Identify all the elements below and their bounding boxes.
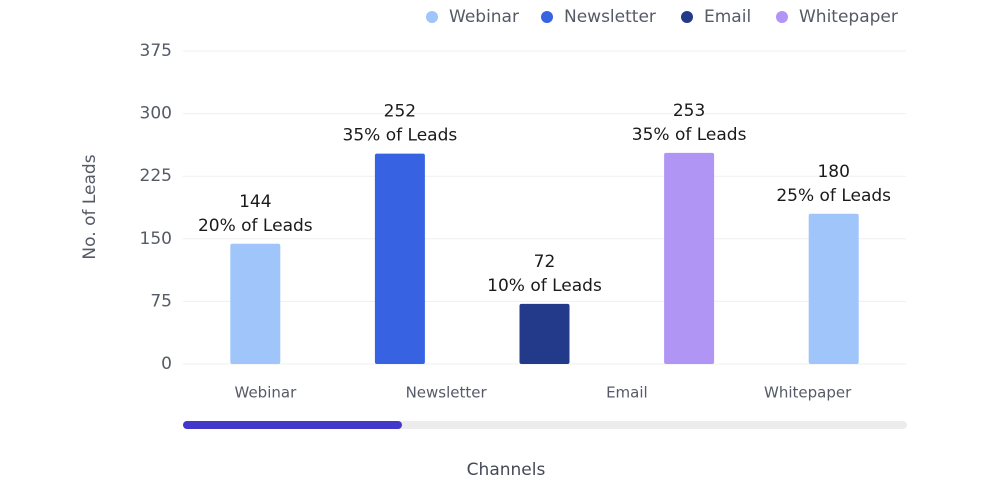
bar <box>374 153 425 364</box>
legend-label: Whitepaper <box>799 7 898 27</box>
data-label: 144 <box>239 192 271 212</box>
x-tick-label: Email <box>606 384 648 402</box>
y-tick-label: 300 <box>140 104 172 124</box>
scrollbar-thumb[interactable] <box>183 421 402 429</box>
data-label: 25% of Leads <box>776 186 891 206</box>
legend-label: Webinar <box>449 7 519 27</box>
data-label: 72 <box>534 252 556 272</box>
legend-marker <box>541 11 553 23</box>
x-tick-label: Webinar <box>235 384 298 402</box>
data-label: 252 <box>384 102 416 122</box>
legend-marker <box>776 11 788 23</box>
y-tick-label: 225 <box>140 166 172 186</box>
legend-label: Newsletter <box>564 7 656 27</box>
x-axis-label: Channels <box>467 460 546 480</box>
y-tick-label: 75 <box>150 291 172 311</box>
data-label: 35% of Leads <box>632 125 747 145</box>
data-label: 253 <box>673 101 705 121</box>
bar <box>808 213 859 364</box>
x-tick-label: Whitepaper <box>764 384 852 402</box>
data-label: 20% of Leads <box>198 216 313 236</box>
legend-marker <box>681 11 693 23</box>
bar <box>664 152 715 364</box>
y-tick-label: 375 <box>140 41 172 61</box>
data-label: 10% of Leads <box>487 276 602 296</box>
legend-label: Email <box>704 7 751 27</box>
y-axis-label: No. of Leads <box>80 154 100 259</box>
data-label: 35% of Leads <box>343 126 458 146</box>
bar <box>230 243 281 364</box>
x-tick-label: Newsletter <box>406 384 488 402</box>
data-label: 180 <box>817 162 849 182</box>
y-tick-label: 0 <box>161 354 172 374</box>
bar <box>519 303 570 364</box>
y-tick-label: 150 <box>140 229 172 249</box>
legend-marker <box>426 11 438 23</box>
